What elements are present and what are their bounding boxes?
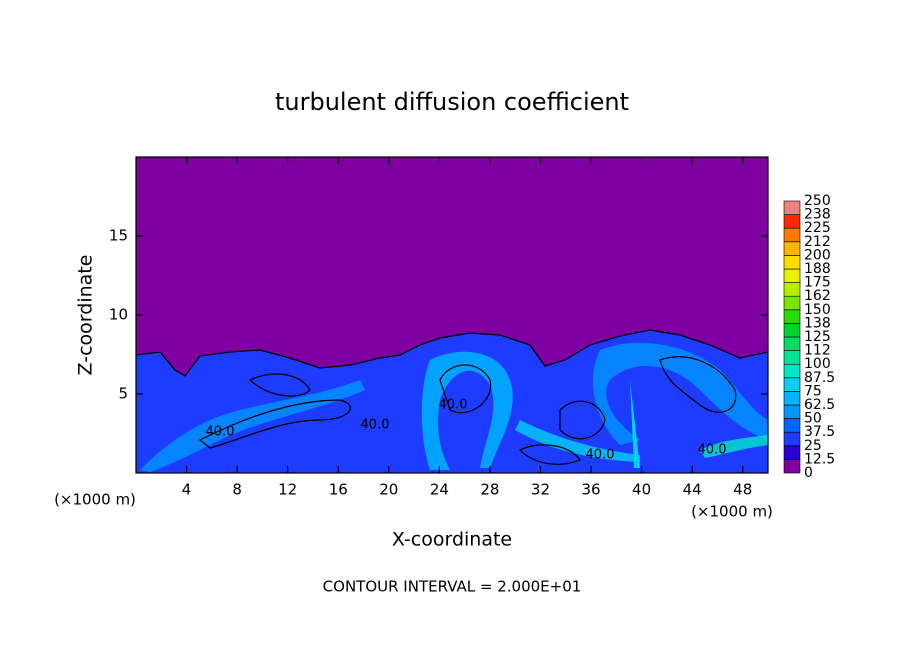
y-tick-label: 10 bbox=[109, 306, 128, 324]
colorbar-segment bbox=[783, 377, 801, 392]
colorbar-segment bbox=[783, 200, 801, 215]
colorbar-segment bbox=[783, 459, 801, 474]
colorbar-label: 225 bbox=[804, 220, 831, 236]
colorbar-label: 100 bbox=[804, 356, 831, 372]
footer: CONTOUR INTERVAL = 2.000E+01 bbox=[323, 578, 582, 596]
x-tick-label: 44 bbox=[683, 481, 702, 499]
colorbar-label: 62.5 bbox=[804, 397, 835, 413]
colorbar-segment bbox=[783, 431, 801, 447]
contour-label: 40.0 bbox=[361, 418, 390, 433]
colorbar-segment bbox=[783, 391, 801, 406]
colorbar-segment bbox=[783, 336, 801, 351]
colorbar-segment bbox=[783, 445, 801, 460]
field-streak bbox=[515, 420, 640, 462]
colorbar-label: 125 bbox=[804, 329, 831, 345]
colorbar-label: 162 bbox=[804, 288, 831, 304]
x-tick-label: 28 bbox=[480, 481, 499, 499]
contour-lines bbox=[135, 329, 769, 465]
colorbar-label: 175 bbox=[804, 275, 831, 291]
colorbar-segment bbox=[783, 363, 801, 379]
colorbar-segment bbox=[783, 309, 801, 324]
colorbar-label: 188 bbox=[804, 261, 831, 277]
contour-label: 40.0 bbox=[439, 398, 468, 413]
colorbar-label: 138 bbox=[804, 315, 831, 331]
x-tick-label: 8 bbox=[232, 481, 242, 499]
x-tick-label: 20 bbox=[379, 481, 398, 499]
colorbar-label: 150 bbox=[804, 302, 831, 318]
x-tick-label: 16 bbox=[329, 481, 348, 499]
colorbar-label: 250 bbox=[804, 193, 831, 209]
contour-label: 40.0 bbox=[698, 443, 727, 458]
x-tick-label: 4 bbox=[182, 481, 192, 499]
field-streak bbox=[630, 380, 640, 468]
field bbox=[135, 157, 769, 473]
x-tick-label: 36 bbox=[581, 481, 600, 499]
colorbar-label: 87.5 bbox=[804, 370, 835, 386]
colorbar-segment bbox=[783, 214, 801, 229]
contour-label: 40.0 bbox=[586, 448, 615, 463]
colorbar-label: 0 bbox=[804, 465, 813, 481]
colorbar-segment bbox=[783, 255, 801, 270]
colorbar-segment bbox=[783, 323, 801, 338]
colorbar-label: 12.5 bbox=[804, 451, 835, 467]
contour-label: 40.0 bbox=[206, 425, 235, 440]
colorbar-label: 50 bbox=[804, 411, 822, 427]
colorbar-label: 25 bbox=[804, 438, 822, 454]
y-tick-label: 15 bbox=[109, 227, 128, 245]
colorbar-segment bbox=[783, 418, 801, 433]
colorbar-segment bbox=[783, 227, 801, 243]
x-tick-label: 48 bbox=[733, 481, 752, 499]
x-unit-right: (×1000 m) bbox=[691, 503, 773, 521]
field-streak bbox=[700, 435, 768, 458]
x-tick-label: 40 bbox=[632, 481, 651, 499]
y-axis-label: Z-coordinate bbox=[75, 255, 97, 376]
colorbar-segment bbox=[783, 350, 801, 365]
y-tick-label: 5 bbox=[118, 385, 128, 403]
chart-title: turbulent diffusion coefficient bbox=[275, 88, 629, 116]
x-tick-label: 32 bbox=[531, 481, 550, 499]
colorbar-label: 238 bbox=[804, 207, 831, 223]
x-tick-label: 24 bbox=[430, 481, 449, 499]
x-unit-left: (×1000 m) bbox=[54, 491, 136, 509]
field-streak bbox=[592, 342, 768, 445]
colorbar-label: 75 bbox=[804, 383, 822, 399]
colorbar-segment bbox=[783, 268, 801, 283]
colorbar-label: 37.5 bbox=[804, 424, 835, 440]
colorbar-segment bbox=[783, 241, 801, 256]
colorbar-segment bbox=[783, 295, 801, 311]
colorbar-label: 200 bbox=[804, 247, 831, 263]
colorbar-segment bbox=[783, 282, 801, 297]
x-axis-label: X-coordinate bbox=[392, 529, 512, 551]
x-tick-label: 12 bbox=[278, 481, 297, 499]
colorbar-label: 212 bbox=[804, 234, 831, 250]
colorbar-segment bbox=[783, 404, 801, 419]
colorbar-label: 112 bbox=[804, 343, 831, 359]
